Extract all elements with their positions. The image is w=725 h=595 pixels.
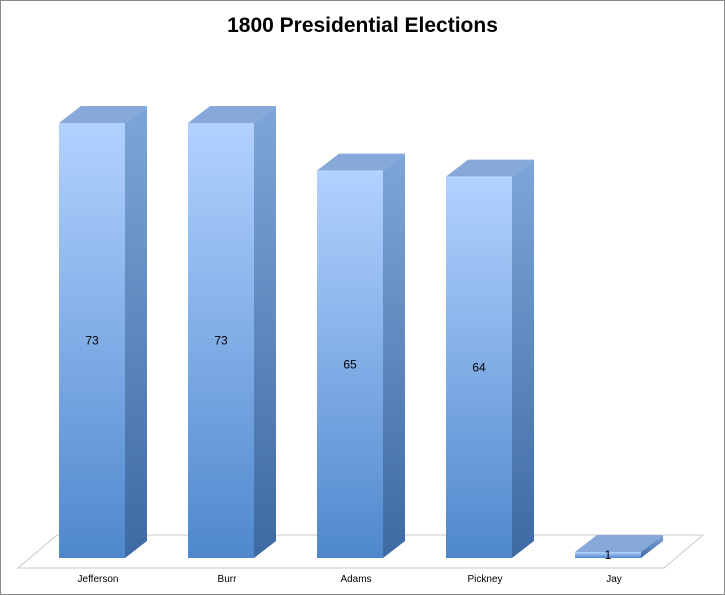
bar-top (446, 159, 534, 177)
bar-burr (188, 106, 276, 558)
bar-pickney (446, 159, 534, 559)
bar-adams (317, 153, 405, 558)
bar-front (59, 123, 125, 558)
bar-top (59, 106, 147, 123)
chart-title: 1800 Presidential Elections (227, 14, 498, 37)
category-label: Burr (218, 574, 238, 585)
data-label: 73 (85, 334, 99, 348)
bar-side (641, 535, 663, 558)
category-label: Adams (340, 574, 371, 585)
data-label: 73 (214, 334, 228, 348)
bar-front (575, 552, 641, 558)
bar-side (125, 106, 147, 558)
category-label: Jefferson (78, 574, 119, 585)
bar-front (446, 176, 512, 559)
data-label: 65 (343, 357, 357, 371)
bar-front (317, 170, 383, 558)
bar-side (512, 159, 534, 559)
bar-front (188, 123, 254, 558)
category-label: Jay (606, 574, 622, 585)
data-label: 64 (472, 360, 486, 374)
bar-side (254, 106, 276, 558)
bar-top (188, 106, 276, 123)
data-label: 1 (605, 548, 612, 562)
bar-top (575, 535, 663, 553)
category-label: Pickney (467, 574, 502, 585)
bar-jefferson (59, 106, 147, 558)
bar-top (317, 153, 405, 171)
bar-side (383, 153, 405, 558)
bar-jay (575, 535, 663, 558)
